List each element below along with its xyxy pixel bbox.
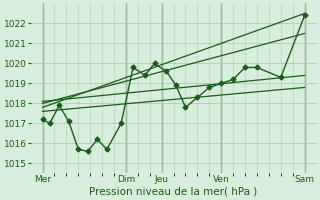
- X-axis label: Pression niveau de la mer( hPa ): Pression niveau de la mer( hPa ): [90, 187, 258, 197]
